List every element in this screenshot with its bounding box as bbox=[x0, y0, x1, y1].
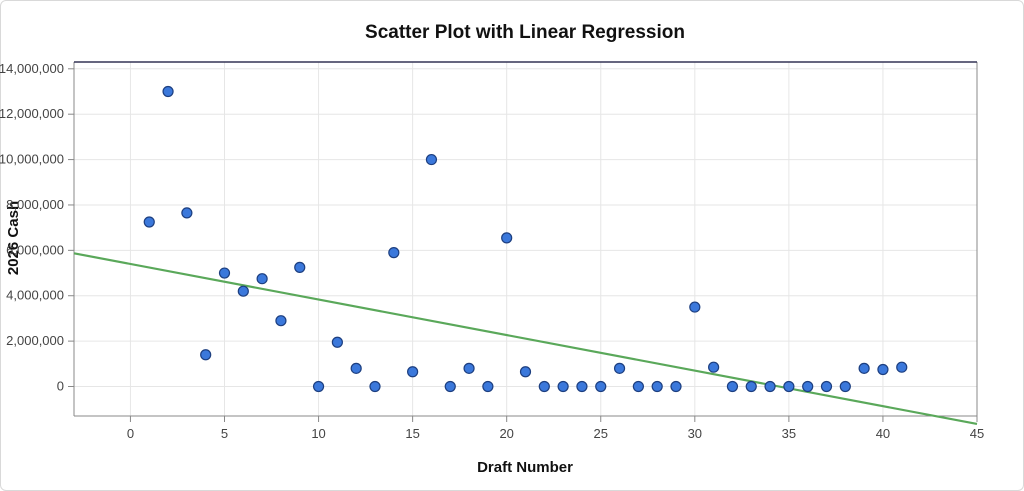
y-tick-label: 2,000,000 bbox=[6, 333, 64, 348]
data-point bbox=[576, 380, 588, 393]
data-point bbox=[689, 301, 701, 313]
tick-labels: 0 5 10 15 20 25 30 35 40 45 0 2,000,000 4,000,000 6,0… bbox=[0, 61, 984, 441]
y-tick-label: 4,000,000 bbox=[6, 288, 64, 303]
y-axis-label: 2026 Cash bbox=[5, 201, 22, 275]
data-point bbox=[256, 273, 268, 285]
data-point bbox=[369, 380, 381, 393]
grid bbox=[74, 62, 978, 416]
data-point bbox=[200, 349, 212, 361]
data-point bbox=[350, 362, 362, 374]
chart-title: Scatter Plot with Linear Regression bbox=[365, 22, 685, 43]
data-point bbox=[275, 315, 287, 327]
data-point bbox=[839, 380, 851, 393]
data-point bbox=[896, 361, 908, 373]
x-axis-label: Draft Number bbox=[477, 459, 573, 476]
x-tick-label: 45 bbox=[970, 426, 984, 441]
data-point bbox=[557, 380, 569, 393]
data-point bbox=[519, 366, 532, 378]
y-tick-label: 6,000,000 bbox=[6, 242, 64, 257]
data-points bbox=[143, 85, 908, 393]
data-point bbox=[858, 362, 870, 374]
x-tick-label: 35 bbox=[782, 426, 796, 441]
data-point bbox=[632, 380, 644, 393]
y-tick-label: 14,000,000 bbox=[0, 61, 64, 76]
data-point bbox=[783, 380, 795, 393]
data-point bbox=[595, 380, 607, 393]
data-point bbox=[143, 216, 155, 228]
y-tick-label: 0 bbox=[57, 379, 64, 394]
axes bbox=[68, 61, 978, 422]
regression-line bbox=[73, 252, 978, 426]
data-point bbox=[425, 153, 438, 166]
data-point bbox=[708, 361, 720, 373]
data-point bbox=[388, 247, 400, 259]
y-tick-label: 8,000,000 bbox=[6, 197, 64, 212]
data-point bbox=[877, 363, 889, 376]
data-point bbox=[726, 380, 739, 393]
data-point bbox=[312, 380, 325, 393]
data-point bbox=[745, 380, 757, 393]
x-tick-label: 40 bbox=[876, 426, 890, 441]
data-point bbox=[538, 380, 550, 393]
data-point bbox=[331, 336, 343, 348]
x-tick-label: 30 bbox=[688, 426, 702, 441]
data-point bbox=[670, 380, 682, 393]
data-point bbox=[407, 366, 419, 378]
data-point bbox=[613, 362, 626, 374]
y-tick-label: 10,000,000 bbox=[0, 152, 64, 167]
data-point bbox=[820, 380, 833, 393]
regression-line-group bbox=[73, 252, 978, 426]
x-tick-label: 5 bbox=[221, 426, 228, 441]
x-tick-label: 0 bbox=[127, 426, 134, 441]
data-point bbox=[181, 207, 193, 219]
data-point bbox=[237, 285, 249, 297]
data-point bbox=[802, 380, 814, 393]
data-point bbox=[764, 380, 776, 393]
x-tick-label: 15 bbox=[405, 426, 419, 441]
x-tick-label: 20 bbox=[499, 426, 513, 441]
data-point bbox=[294, 261, 306, 273]
data-point bbox=[444, 380, 456, 393]
data-point bbox=[218, 267, 231, 279]
y-tick-label: 12,000,000 bbox=[0, 106, 64, 121]
data-point bbox=[162, 85, 174, 98]
data-point bbox=[651, 380, 663, 393]
data-point bbox=[463, 362, 475, 374]
data-point bbox=[482, 380, 494, 393]
x-tick-label: 10 bbox=[311, 426, 325, 441]
data-point bbox=[501, 232, 513, 244]
x-tick-label: 25 bbox=[594, 426, 608, 441]
